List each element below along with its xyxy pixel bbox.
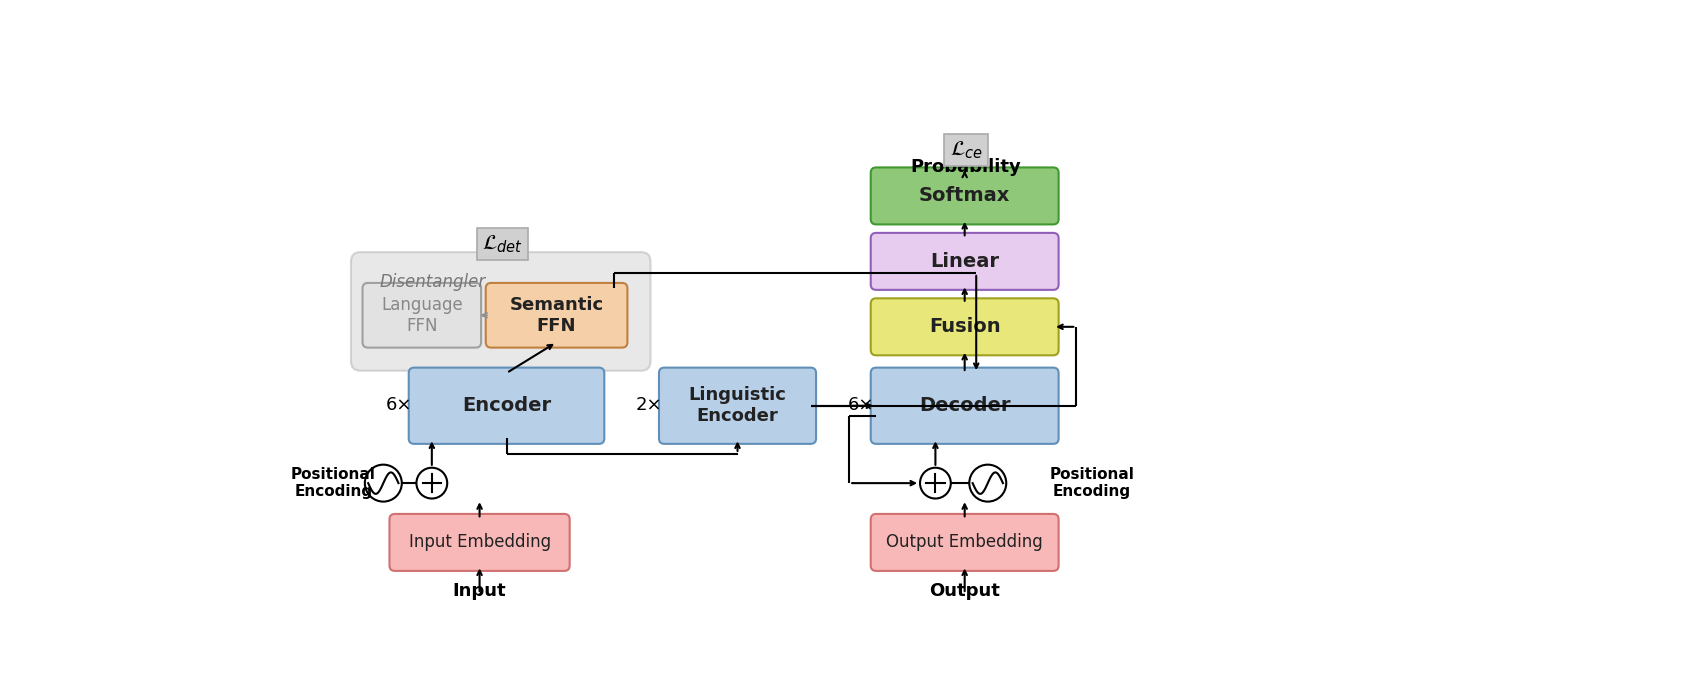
Text: $\mathcal{L}_{ce}$: $\mathcal{L}_{ce}$ — [949, 139, 982, 161]
Text: Fusion: Fusion — [929, 318, 1000, 336]
FancyBboxPatch shape — [871, 514, 1058, 571]
Text: 6×: 6× — [847, 396, 874, 415]
Text: Disentangler: Disentangler — [379, 273, 485, 291]
FancyBboxPatch shape — [350, 252, 650, 371]
Text: 2×: 2× — [635, 396, 662, 415]
Text: Probability: Probability — [910, 158, 1021, 176]
Text: Linear: Linear — [930, 252, 999, 271]
Text: Softmax: Softmax — [918, 186, 1011, 206]
FancyBboxPatch shape — [485, 283, 626, 348]
Text: Input: Input — [452, 582, 505, 600]
Text: Positional
Encoding: Positional Encoding — [290, 467, 376, 499]
FancyBboxPatch shape — [871, 367, 1058, 444]
FancyBboxPatch shape — [408, 367, 604, 444]
FancyBboxPatch shape — [362, 283, 481, 348]
Text: Language
FFN: Language FFN — [381, 296, 463, 335]
FancyBboxPatch shape — [389, 514, 570, 571]
Text: 6×: 6× — [386, 396, 411, 415]
FancyBboxPatch shape — [871, 167, 1058, 225]
Text: Semantic
FFN: Semantic FFN — [509, 296, 603, 335]
Text: Decoder: Decoder — [918, 396, 1011, 415]
Text: Input Embedding: Input Embedding — [408, 533, 550, 551]
Text: Linguistic
Encoder: Linguistic Encoder — [688, 387, 785, 425]
FancyBboxPatch shape — [659, 367, 816, 444]
Text: Encoder: Encoder — [461, 396, 551, 415]
FancyBboxPatch shape — [871, 233, 1058, 290]
Text: Output Embedding: Output Embedding — [886, 533, 1043, 551]
FancyBboxPatch shape — [871, 298, 1058, 355]
Text: Positional
Encoding: Positional Encoding — [1048, 467, 1133, 499]
Text: $\mathcal{L}_{det}$: $\mathcal{L}_{det}$ — [481, 234, 522, 255]
Text: Output: Output — [929, 582, 1000, 600]
